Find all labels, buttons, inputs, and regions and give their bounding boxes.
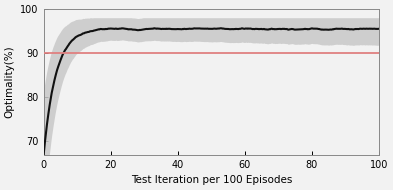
Y-axis label: Optimality(%): Optimality(%) [5,45,15,118]
X-axis label: Test Iteration per 100 Episodes: Test Iteration per 100 Episodes [130,175,292,185]
